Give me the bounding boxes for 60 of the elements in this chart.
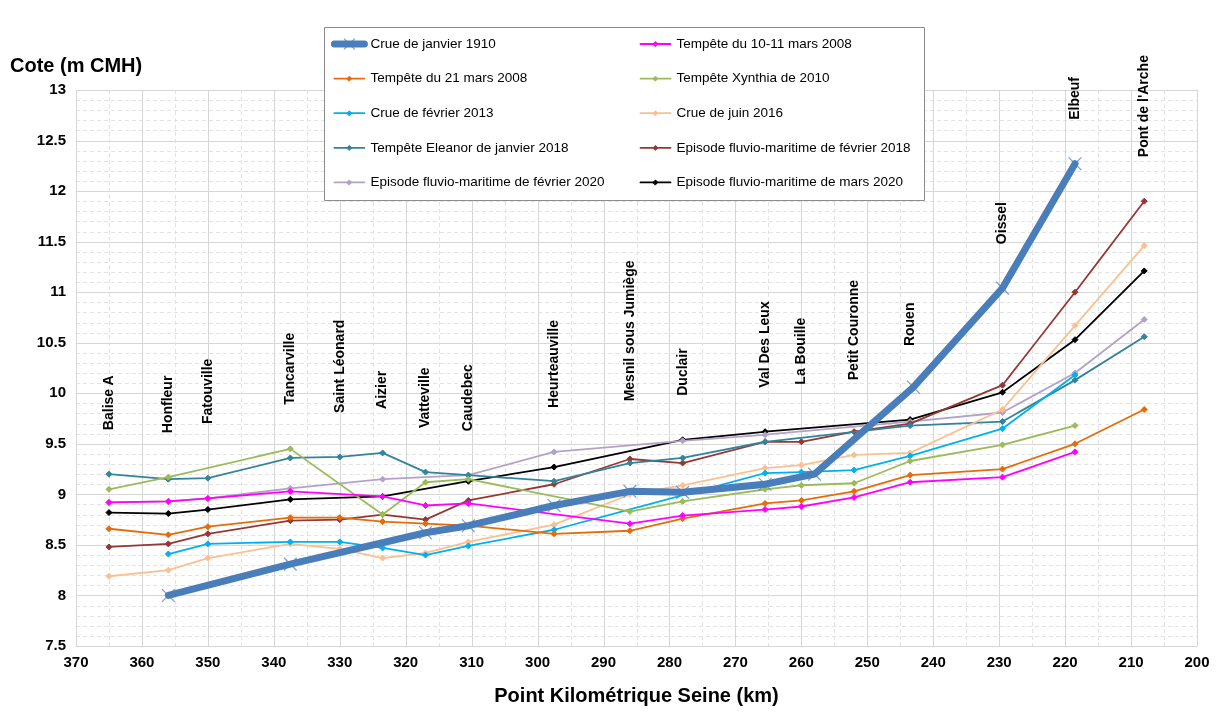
y-tick-label: 12 <box>49 181 66 199</box>
annotation: Duclair <box>673 347 690 396</box>
annotation: Elbeuf <box>1065 76 1082 120</box>
x-tick-label: 210 <box>1118 653 1144 671</box>
y-tick-label: 9.5 <box>45 433 66 451</box>
annotation: Mesnil sous Jumiège <box>620 260 637 402</box>
legend-label: Crue de juin 2016 <box>676 104 784 120</box>
legend-label: Episode fluvio-maritime de février 2020 <box>370 174 605 190</box>
annotation: Petit Couronne <box>844 279 861 381</box>
x-tick-label: 260 <box>788 653 814 671</box>
legend-label: Tempête du 10-11 mars 2008 <box>676 35 852 51</box>
x-tick-label: 360 <box>129 653 155 671</box>
y-tick-label: 11 <box>50 282 66 300</box>
y-tick-label: 8 <box>57 585 66 603</box>
legend-label: Crue de janvier 1910 <box>370 35 496 51</box>
x-tick-label: 320 <box>393 653 419 671</box>
x-tick-label: 340 <box>261 653 287 671</box>
x-tick-label: 230 <box>986 653 1012 671</box>
x-tick-label: 330 <box>327 653 353 671</box>
annotation: La Bouille <box>792 317 809 385</box>
annotation: Rouen <box>901 302 918 347</box>
legend-label: Tempête du 21 mars 2008 <box>370 70 528 86</box>
x-tick-label: 270 <box>722 653 748 671</box>
annotation: Val Des Leux <box>755 301 772 388</box>
x-tick-label: 300 <box>525 653 551 671</box>
x-tick-label: 220 <box>1052 653 1078 671</box>
x-tick-label: 200 <box>1184 653 1210 671</box>
annotation: Pont de l'Arche <box>1135 54 1152 158</box>
y-tick-label: 9 <box>57 484 66 502</box>
x-tick-label: 290 <box>591 653 617 671</box>
annotation: Caudebec <box>459 364 476 432</box>
x-tick-label: 310 <box>459 653 485 671</box>
annotation: Vatteville <box>416 367 433 429</box>
x-tick-label: 250 <box>854 653 880 671</box>
legend-label: Crue de février 2013 <box>370 104 494 120</box>
y-tick-label: 7.5 <box>45 636 66 654</box>
y-tick-label: 8.5 <box>45 535 66 553</box>
annotation: Honfleur <box>159 375 176 434</box>
x-tick-label: 280 <box>656 653 682 671</box>
y-tick-label: 11.5 <box>37 231 66 249</box>
legend-label: Episode fluvio-maritime de mars 2020 <box>676 174 904 190</box>
y-tick-label: 12.5 <box>36 130 66 148</box>
annotation: Oissel <box>993 202 1010 245</box>
legend-label: Episode fluvio-maritime de février 2018 <box>676 139 911 155</box>
y-tick-label: 13 <box>49 80 66 98</box>
y-tick-label: 10.5 <box>36 332 66 350</box>
legend-label: Tempête Xynthia de 2010 <box>676 70 830 86</box>
y-tick-label: 10 <box>49 383 66 401</box>
x-tick-label: 370 <box>63 653 89 671</box>
annotation: Heurteauville <box>544 319 561 408</box>
x-axis-title: Point Kilométrique Seine (km) <box>494 683 779 706</box>
x-tick-label: 350 <box>195 653 221 671</box>
annotation: Fatouville <box>198 358 215 424</box>
legend-label: Tempête Eleanor de janvier 2018 <box>370 139 569 155</box>
x-tick-label: 240 <box>920 653 946 671</box>
annotation: Tancarville <box>281 332 298 405</box>
annotation: Saint Léonard <box>330 319 347 413</box>
annotation: Balise A <box>99 375 116 431</box>
y-axis-title: Cote (m CMH) <box>10 53 143 76</box>
annotation: Aizier <box>373 370 390 409</box>
